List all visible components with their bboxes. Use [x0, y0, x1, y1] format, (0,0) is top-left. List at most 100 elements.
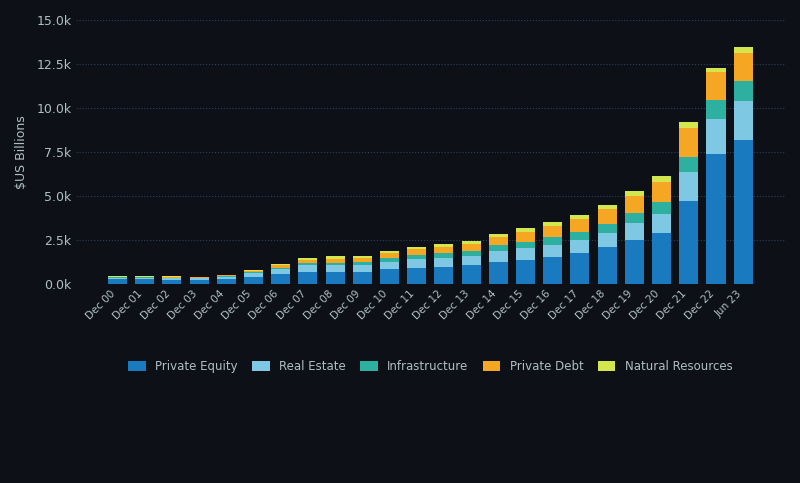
Bar [353, 258, 372, 262]
Bar [706, 100, 726, 119]
Bar [625, 197, 644, 213]
Bar [598, 209, 617, 224]
Legend: Private Equity, Real Estate, Infrastructure, Private Debt, Natural Resources: Private Equity, Real Estate, Infrastruct… [122, 354, 738, 379]
Bar [516, 260, 535, 284]
Bar [462, 251, 481, 256]
Bar [162, 277, 182, 278]
Bar [353, 256, 372, 258]
Bar [734, 140, 753, 284]
Bar [489, 251, 508, 262]
Bar [190, 280, 209, 284]
Bar [298, 260, 318, 263]
Bar [353, 262, 372, 265]
Bar [652, 202, 671, 214]
Bar [326, 258, 345, 263]
Bar [625, 223, 644, 240]
Bar [625, 240, 644, 284]
Bar [326, 265, 345, 272]
Bar [734, 81, 753, 101]
Bar [679, 201, 698, 284]
Bar [407, 259, 426, 269]
Bar [190, 277, 209, 278]
Bar [434, 267, 454, 284]
Bar [516, 232, 535, 242]
Bar [434, 247, 454, 253]
Bar [162, 280, 182, 284]
Bar [598, 233, 617, 247]
Bar [271, 264, 290, 265]
Bar [598, 224, 617, 233]
Bar [489, 262, 508, 284]
Bar [434, 253, 454, 257]
Bar [570, 219, 590, 231]
Bar [543, 245, 562, 257]
Bar [380, 270, 399, 284]
Bar [543, 257, 562, 284]
Bar [244, 272, 263, 273]
Bar [271, 265, 290, 268]
Bar [407, 249, 426, 255]
Bar [679, 122, 698, 128]
Bar [434, 257, 454, 267]
Bar [407, 247, 426, 249]
Bar [244, 270, 263, 271]
Bar [217, 279, 236, 284]
Bar [353, 265, 372, 272]
Bar [298, 263, 318, 265]
Bar [543, 238, 562, 245]
Bar [516, 248, 535, 260]
Y-axis label: $US Billions: $US Billions [15, 115, 28, 189]
Bar [734, 54, 753, 81]
Bar [570, 240, 590, 254]
Bar [326, 263, 345, 265]
Bar [516, 242, 535, 248]
Bar [652, 233, 671, 284]
Bar [679, 172, 698, 201]
Bar [326, 272, 345, 284]
Bar [625, 213, 644, 223]
Bar [217, 275, 236, 276]
Bar [271, 270, 290, 274]
Bar [706, 119, 726, 154]
Bar [298, 258, 318, 260]
Bar [434, 244, 454, 247]
Bar [679, 156, 698, 172]
Bar [190, 278, 209, 280]
Bar [543, 226, 562, 238]
Bar [734, 101, 753, 140]
Bar [734, 47, 753, 54]
Bar [570, 231, 590, 240]
Bar [598, 205, 617, 209]
Bar [706, 68, 726, 72]
Bar [706, 154, 726, 284]
Bar [407, 269, 426, 284]
Bar [135, 278, 154, 279]
Bar [298, 265, 318, 272]
Bar [380, 262, 399, 270]
Bar [380, 258, 399, 262]
Bar [380, 254, 399, 258]
Bar [217, 277, 236, 279]
Bar [652, 183, 671, 202]
Bar [462, 241, 481, 244]
Bar [679, 128, 698, 156]
Bar [570, 214, 590, 219]
Bar [543, 222, 562, 226]
Bar [108, 278, 127, 279]
Bar [244, 271, 263, 272]
Bar [489, 245, 508, 251]
Bar [570, 254, 590, 284]
Bar [706, 72, 726, 100]
Bar [625, 191, 644, 197]
Bar [516, 228, 535, 232]
Bar [135, 279, 154, 284]
Bar [326, 256, 345, 258]
Bar [353, 272, 372, 284]
Bar [462, 256, 481, 265]
Bar [271, 268, 290, 270]
Bar [298, 272, 318, 284]
Bar [652, 176, 671, 183]
Bar [407, 255, 426, 259]
Bar [271, 274, 290, 284]
Bar [462, 265, 481, 284]
